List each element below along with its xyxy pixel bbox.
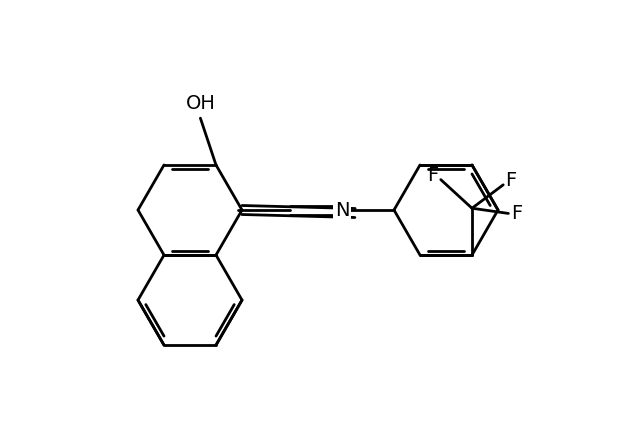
Text: OH: OH	[186, 94, 215, 113]
Text: N: N	[335, 201, 349, 220]
Text: F: F	[506, 171, 517, 190]
Text: F: F	[427, 166, 438, 185]
Text: F: F	[511, 204, 522, 223]
